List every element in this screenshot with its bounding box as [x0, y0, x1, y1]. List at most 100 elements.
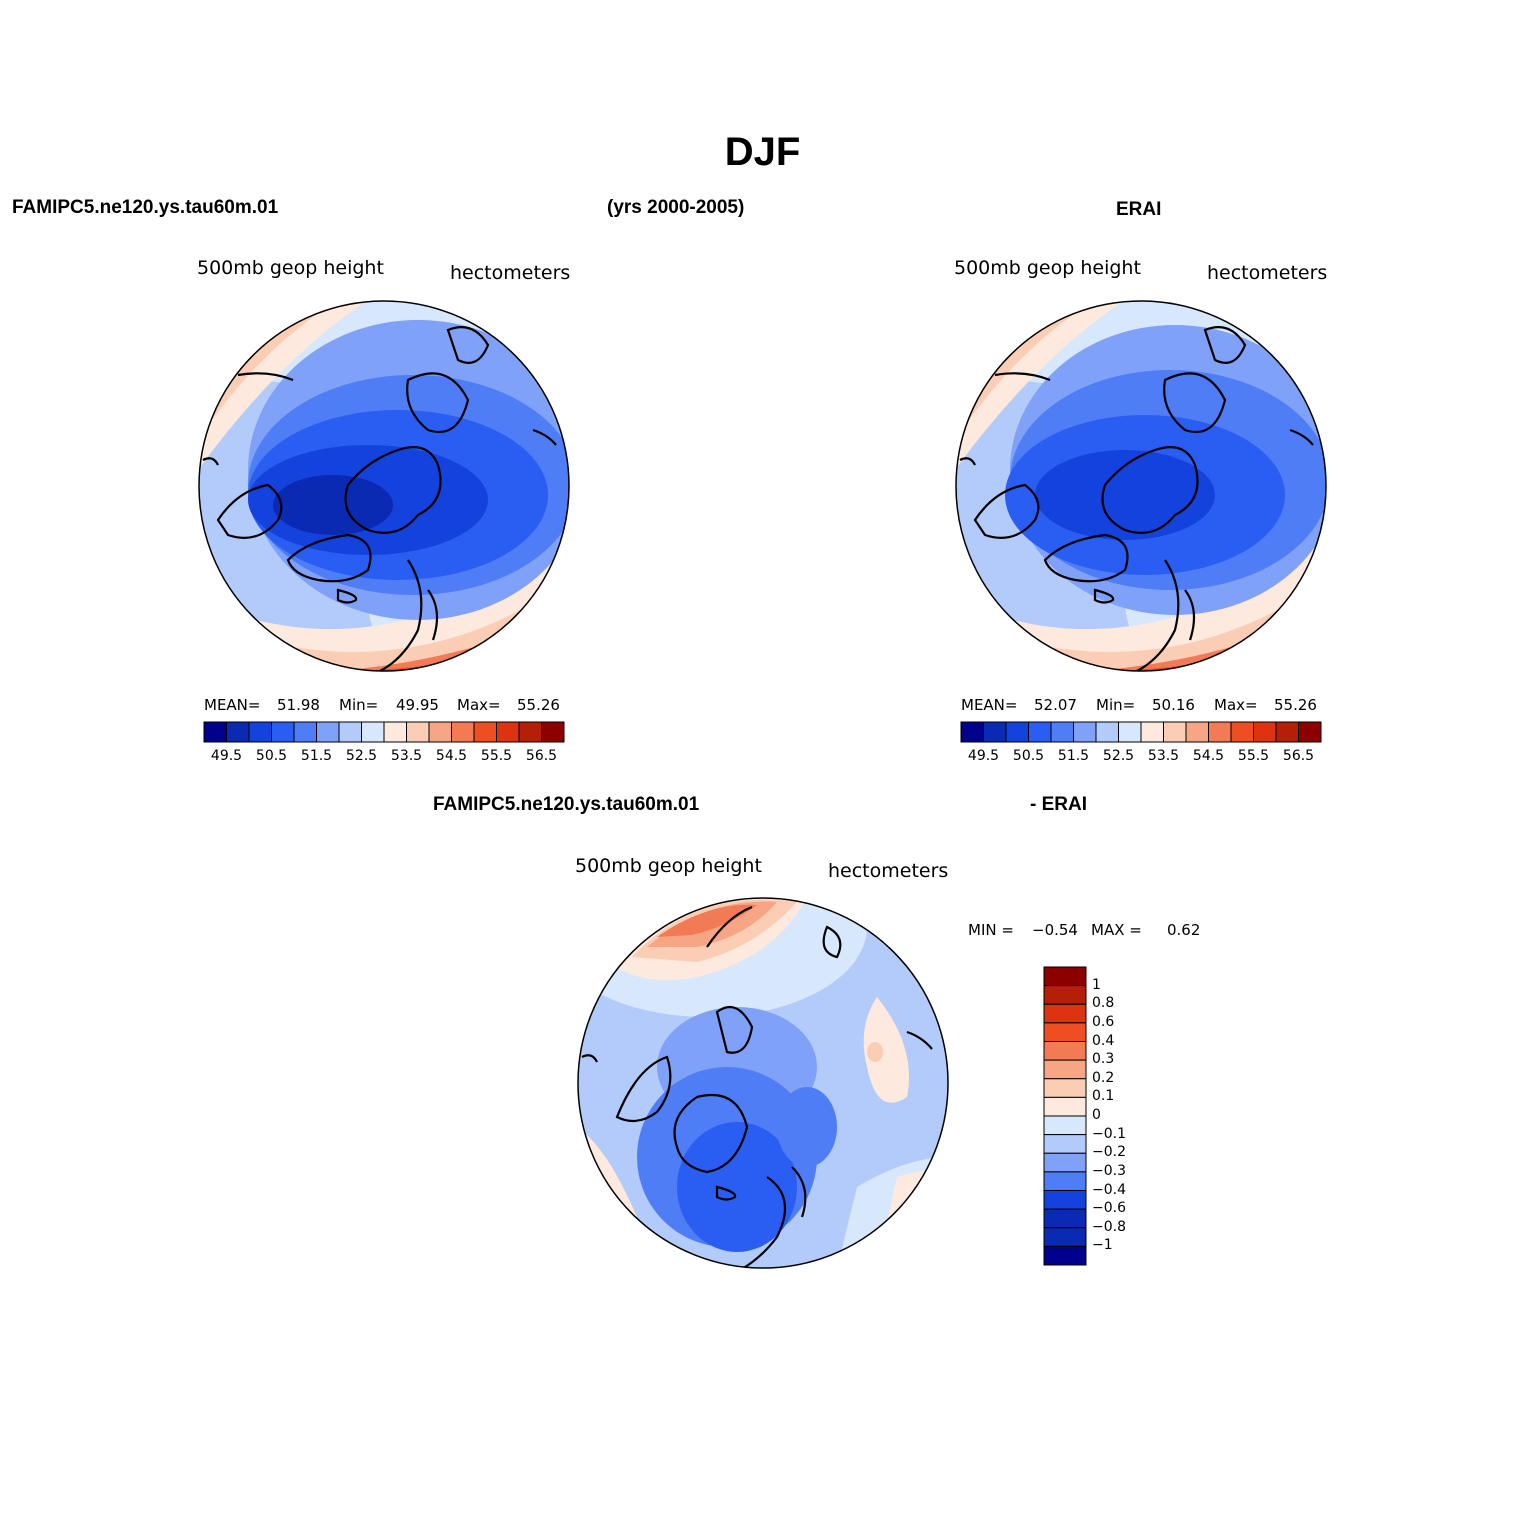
model-units-label: hectometers — [450, 262, 571, 284]
model-colorbar-box — [271, 721, 295, 743]
obs-min-value: 50.16 — [1152, 696, 1195, 714]
diff-colorbar-tick: −0.3 — [1092, 1162, 1126, 1179]
diff-colorbar-box — [1043, 1245, 1087, 1266]
diff-colorbar-box — [1043, 1096, 1087, 1117]
obs-colorbar-tick: 53.5 — [1147, 748, 1180, 764]
model-colorbar-tick: 51.5 — [300, 748, 333, 764]
diff-max-label: MAX = — [1091, 921, 1142, 939]
obs-colorbar-box — [1050, 721, 1074, 743]
diff-colorbar-box — [1043, 1115, 1087, 1136]
diff-header-right: - ERAI — [1030, 794, 1087, 815]
obs-colorbar-box — [1298, 721, 1322, 743]
obs-units-label: hectometers — [1207, 262, 1328, 284]
diff-colorbar-box — [1043, 966, 1087, 987]
left-header: FAMIPC5.ne120.ys.tau60m.01 — [12, 197, 279, 218]
model-colorbar-box — [248, 721, 272, 743]
model-colorbar-box — [518, 721, 542, 743]
model-mean-label: MEAN= — [204, 696, 261, 714]
model-polar-map — [198, 300, 570, 672]
model-colorbar-box — [293, 721, 317, 743]
obs-colorbar-box — [1005, 721, 1029, 743]
diff-header-left: FAMIPC5.ne120.ys.tau60m.01 — [433, 794, 700, 815]
model-colorbar-box — [473, 721, 497, 743]
model-colorbar-tick: 54.5 — [435, 748, 468, 764]
obs-colorbar-tick: 50.5 — [1012, 748, 1045, 764]
model-max-value: 55.26 — [517, 696, 560, 714]
diff-min-value: −0.54 — [1032, 921, 1078, 939]
diff-colorbar-tick: −0.8 — [1092, 1218, 1126, 1235]
diff-colorbar-box — [1043, 1134, 1087, 1154]
model-variable-label: 500mb geop height — [197, 257, 384, 279]
obs-min-label: Min= — [1096, 696, 1136, 714]
diff-colorbar — [1043, 966, 1087, 1266]
obs-mean-label: MEAN= — [961, 696, 1018, 714]
diff-colorbar-box — [1043, 1003, 1087, 1024]
obs-colorbar-box — [1253, 721, 1277, 743]
diff-max-value: 0.62 — [1167, 921, 1201, 939]
diff-colorbar-tick: 0.3 — [1092, 1051, 1115, 1068]
obs-max-label: Max= — [1214, 696, 1258, 714]
model-colorbar-box — [316, 721, 340, 743]
center-header: (yrs 2000-2005) — [607, 197, 745, 218]
model-colorbar-box — [361, 721, 385, 743]
model-colorbar-box — [406, 721, 430, 743]
obs-colorbar-tick: 54.5 — [1192, 748, 1225, 764]
obs-colorbar-box — [983, 721, 1007, 743]
model-colorbar-tick: 50.5 — [255, 748, 288, 764]
model-colorbar-tick: 52.5 — [345, 748, 378, 764]
obs-mean-value: 52.07 — [1034, 696, 1077, 714]
model-colorbar-tick: 56.5 — [525, 748, 558, 764]
diff-colorbar-tick: −0.6 — [1092, 1200, 1126, 1217]
obs-colorbar-tick: 49.5 — [967, 748, 1000, 764]
model-max-label: Max= — [457, 696, 501, 714]
diff-colorbar-box — [1043, 1022, 1087, 1042]
obs-colorbar-tick: 51.5 — [1057, 748, 1090, 764]
obs-colorbar-box — [1275, 721, 1299, 743]
model-colorbar-tick: 55.5 — [480, 748, 513, 764]
diff-colorbar-box — [1043, 1208, 1087, 1229]
diff-colorbar-box — [1043, 1041, 1087, 1061]
obs-colorbar-box — [1118, 721, 1142, 743]
diff-colorbar-tick: −0.1 — [1092, 1125, 1126, 1142]
diff-colorbar-tick: 0 — [1092, 1107, 1101, 1123]
obs-colorbar-box — [1073, 721, 1097, 743]
diff-colorbar-tick: 0.6 — [1092, 1013, 1115, 1030]
obs-max-value: 55.26 — [1274, 696, 1317, 714]
model-colorbar-box — [338, 721, 362, 743]
diff-colorbar-tick: 0.4 — [1092, 1032, 1115, 1049]
obs-colorbar-box — [1163, 721, 1187, 743]
diff-colorbar-tick: 0.8 — [1092, 995, 1115, 1012]
diff-colorbar-tick: 0.2 — [1092, 1069, 1115, 1086]
obs-colorbar-box — [960, 721, 984, 743]
model-colorbar-box — [496, 721, 520, 743]
obs-colorbar-box — [1095, 721, 1119, 743]
model-colorbar — [203, 721, 565, 743]
model-min-value: 49.95 — [396, 696, 439, 714]
model-colorbar-box — [428, 721, 452, 743]
obs-colorbar — [960, 721, 1322, 743]
model-colorbar-box — [451, 721, 475, 743]
diff-colorbar-box — [1043, 1152, 1087, 1173]
diff-colorbar-tick: 0.1 — [1092, 1088, 1115, 1105]
model-colorbar-box — [383, 721, 407, 743]
diff-variable-label: 500mb geop height — [575, 855, 762, 877]
diff-min-label: MIN = — [968, 921, 1014, 939]
obs-colorbar-box — [1140, 721, 1164, 743]
diff-colorbar-box — [1043, 1059, 1087, 1080]
diff-colorbar-box — [1043, 1190, 1087, 1210]
diff-colorbar-box — [1043, 1078, 1087, 1098]
diff-colorbar-tick: −0.2 — [1092, 1144, 1126, 1161]
model-colorbar-box — [203, 721, 227, 743]
obs-polar-map — [955, 300, 1327, 672]
right-header: ERAI — [1116, 199, 1162, 220]
model-mean-value: 51.98 — [277, 696, 320, 714]
diff-colorbar-box — [1043, 1227, 1087, 1247]
obs-colorbar-tick: 56.5 — [1282, 748, 1315, 764]
diff-units-label: hectometers — [828, 860, 949, 882]
obs-colorbar-tick: 52.5 — [1102, 748, 1135, 764]
model-min-label: Min= — [339, 696, 379, 714]
model-colorbar-box — [226, 721, 250, 743]
obs-colorbar-box — [1230, 721, 1254, 743]
model-colorbar-tick: 49.5 — [210, 748, 243, 764]
obs-colorbar-box — [1208, 721, 1232, 743]
